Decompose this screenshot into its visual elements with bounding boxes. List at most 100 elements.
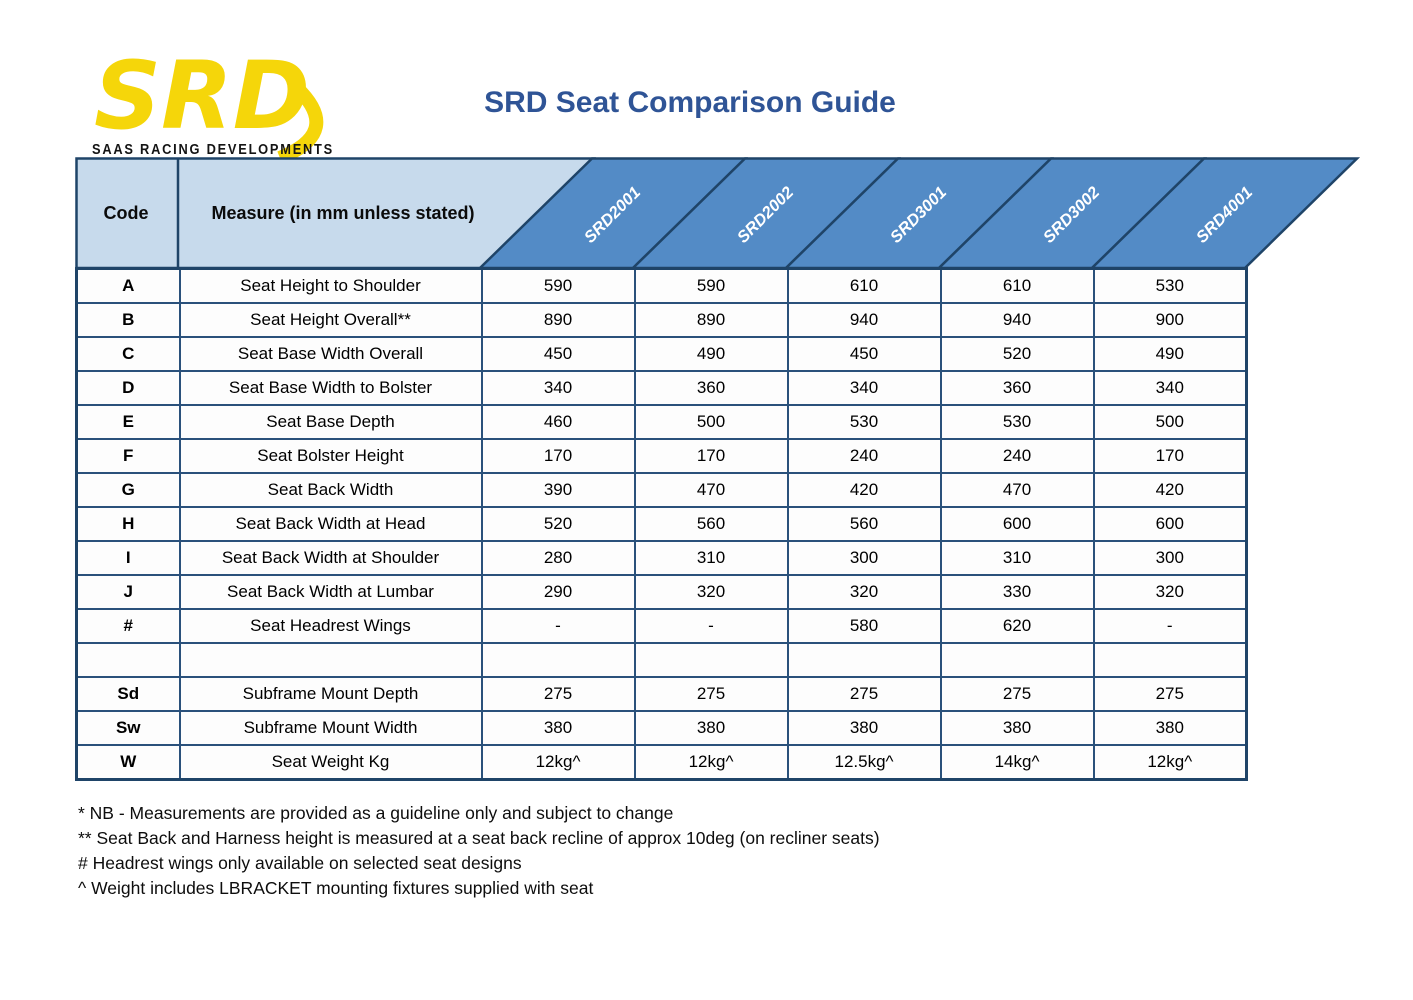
row-value-cell: 275 bbox=[633, 676, 789, 712]
code-column-header: Code bbox=[104, 203, 149, 223]
row-value-cell: 170 bbox=[1092, 438, 1248, 474]
row-measure-cell: Seat Back Width at Lumbar bbox=[178, 574, 483, 610]
row-measure-cell: Seat Back Width at Head bbox=[178, 506, 483, 542]
row-measure-cell: Seat Weight Kg bbox=[178, 744, 483, 781]
table-row: B Seat Height Overall** 890 890 940 940 900 bbox=[75, 302, 1248, 338]
row-value-cell: 500 bbox=[1092, 404, 1248, 440]
row-measure-cell: Subframe Mount Depth bbox=[178, 676, 483, 712]
row-value-cell: 12.5kg^ bbox=[786, 744, 942, 781]
row-value-cell: 380 bbox=[786, 710, 942, 746]
row-measure-cell: Seat Base Width Overall bbox=[178, 336, 483, 372]
row-value-cell: 460 bbox=[480, 404, 636, 440]
row-code-cell: J bbox=[75, 574, 181, 610]
footnote-headrest: # Headrest wings only available on selec… bbox=[78, 852, 522, 873]
row-value-cell: 590 bbox=[633, 267, 789, 304]
row-value-cell bbox=[939, 642, 1095, 678]
row-measure-cell: Seat Back Width bbox=[178, 472, 483, 508]
row-value-cell: 600 bbox=[939, 506, 1095, 542]
table-row: C Seat Base Width Overall 450 490 450 520 490 bbox=[75, 336, 1248, 372]
row-value-cell: 610 bbox=[939, 267, 1095, 304]
row-value-cell bbox=[480, 642, 636, 678]
row-value-cell bbox=[786, 642, 942, 678]
row-code-cell: Sd bbox=[75, 676, 181, 712]
table-row: A Seat Height to Shoulder 590 590 610 610 530 bbox=[75, 267, 1248, 304]
table-row: G Seat Back Width 390 470 420 470 420 bbox=[75, 472, 1248, 508]
row-value-cell: 580 bbox=[786, 608, 942, 644]
row-value-cell: 590 bbox=[480, 267, 636, 304]
row-value-cell: 560 bbox=[786, 506, 942, 542]
row-value-cell: 240 bbox=[786, 438, 942, 474]
row-value-cell: 360 bbox=[633, 370, 789, 406]
logo-acronym: SRD bbox=[94, 42, 310, 151]
row-value-cell: - bbox=[480, 608, 636, 644]
row-value-cell: 530 bbox=[939, 404, 1095, 440]
row-value-cell: 450 bbox=[480, 336, 636, 372]
row-value-cell: 520 bbox=[480, 506, 636, 542]
row-value-cell: 560 bbox=[633, 506, 789, 542]
row-code-cell: Sw bbox=[75, 710, 181, 746]
table-row: E Seat Base Depth 460 500 530 530 500 bbox=[75, 404, 1248, 440]
row-value-cell: 300 bbox=[1092, 540, 1248, 576]
row-code-cell bbox=[75, 642, 181, 678]
table-row: F Seat Bolster Height 170 170 240 240 170 bbox=[75, 438, 1248, 474]
row-value-cell: - bbox=[1092, 608, 1248, 644]
row-value-cell: 320 bbox=[633, 574, 789, 610]
row-value-cell: 380 bbox=[939, 710, 1095, 746]
row-value-cell: 470 bbox=[939, 472, 1095, 508]
table-row: J Seat Back Width at Lumbar 290 320 320 330 32… bbox=[75, 574, 1248, 610]
row-value-cell: 530 bbox=[786, 404, 942, 440]
row-value-cell: 900 bbox=[1092, 302, 1248, 338]
row-value-cell: 890 bbox=[633, 302, 789, 338]
row-value-cell: 320 bbox=[1092, 574, 1248, 610]
row-value-cell: 340 bbox=[786, 370, 942, 406]
row-value-cell: 170 bbox=[480, 438, 636, 474]
row-measure-cell: Seat Headrest Wings bbox=[178, 608, 483, 644]
row-value-cell: 380 bbox=[633, 710, 789, 746]
row-value-cell: 300 bbox=[786, 540, 942, 576]
comparison-table-body: A Seat Height to Shoulder 590 590 610 610 530 B… bbox=[75, 267, 1248, 781]
logo-swoosh bbox=[277, 82, 324, 162]
row-measure-cell bbox=[178, 642, 483, 678]
page-title: SRD Seat Comparison Guide bbox=[484, 86, 896, 119]
row-value-cell: 330 bbox=[939, 574, 1095, 610]
logo-company-name: SAAS RACING DEVELOPMENTS bbox=[92, 142, 334, 158]
row-value-cell: 275 bbox=[939, 676, 1095, 712]
row-code-cell: B bbox=[75, 302, 181, 338]
row-value-cell: 940 bbox=[939, 302, 1095, 338]
row-code-cell: F bbox=[75, 438, 181, 474]
row-code-cell: A bbox=[75, 267, 181, 304]
row-value-cell: 530 bbox=[1092, 267, 1248, 304]
row-value-cell: 490 bbox=[1092, 336, 1248, 372]
row-code-cell: C bbox=[75, 336, 181, 372]
row-value-cell: 600 bbox=[1092, 506, 1248, 542]
row-code-cell: I bbox=[75, 540, 181, 576]
row-value-cell: - bbox=[633, 608, 789, 644]
row-value-cell: 490 bbox=[633, 336, 789, 372]
row-value-cell: 890 bbox=[480, 302, 636, 338]
row-value-cell: 275 bbox=[480, 676, 636, 712]
row-value-cell: 290 bbox=[480, 574, 636, 610]
row-measure-cell: Seat Base Depth bbox=[178, 404, 483, 440]
row-value-cell: 275 bbox=[1092, 676, 1248, 712]
row-code-cell: D bbox=[75, 370, 181, 406]
table-row: H Seat Back Width at Head 520 560 560 600 600 bbox=[75, 506, 1248, 542]
row-value-cell bbox=[1092, 642, 1248, 678]
row-value-cell: 360 bbox=[939, 370, 1095, 406]
row-value-cell: 500 bbox=[633, 404, 789, 440]
table-row bbox=[75, 642, 1248, 678]
row-value-cell: 620 bbox=[939, 608, 1095, 644]
row-code-cell: H bbox=[75, 506, 181, 542]
row-measure-cell: Seat Height to Shoulder bbox=[178, 267, 483, 304]
row-value-cell: 940 bbox=[786, 302, 942, 338]
row-value-cell: 470 bbox=[633, 472, 789, 508]
measure-column-header: Measure (in mm unless stated) bbox=[211, 203, 474, 223]
row-value-cell: 310 bbox=[939, 540, 1095, 576]
row-code-cell: W bbox=[75, 744, 181, 781]
comparison-table: A Seat Height to Shoulder 590 590 610 610 530 B… bbox=[75, 267, 1248, 781]
row-value-cell: 390 bbox=[480, 472, 636, 508]
row-value-cell: 12kg^ bbox=[480, 744, 636, 781]
row-value-cell bbox=[633, 642, 789, 678]
row-code-cell: E bbox=[75, 404, 181, 440]
row-value-cell: 380 bbox=[1092, 710, 1248, 746]
row-value-cell: 610 bbox=[786, 267, 942, 304]
